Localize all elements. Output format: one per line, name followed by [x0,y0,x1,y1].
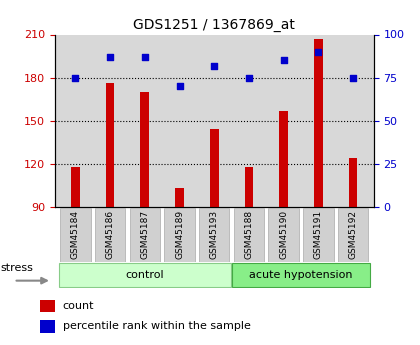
FancyBboxPatch shape [303,208,333,262]
Text: GSM45191: GSM45191 [314,210,323,259]
Text: stress: stress [0,263,33,273]
FancyBboxPatch shape [232,264,370,287]
Text: count: count [63,301,94,311]
Bar [210,129,218,207]
Text: GSM45187: GSM45187 [140,210,149,259]
Bar [349,158,357,207]
Point [315,49,322,55]
Point [349,75,356,80]
FancyBboxPatch shape [234,208,264,262]
Bar [314,39,323,207]
Bar [244,167,253,207]
Point [246,75,252,80]
FancyBboxPatch shape [60,208,91,262]
Point [142,54,148,60]
Text: GSM45186: GSM45186 [105,210,115,259]
FancyBboxPatch shape [338,208,368,262]
Text: percentile rank within the sample: percentile rank within the sample [63,322,250,332]
Point [280,58,287,63]
Bar [175,188,184,207]
Bar [71,167,80,207]
Point [72,75,79,80]
Text: GSM45184: GSM45184 [71,210,80,259]
Bar [140,92,149,207]
FancyBboxPatch shape [199,208,229,262]
FancyBboxPatch shape [95,208,126,262]
FancyBboxPatch shape [129,208,160,262]
Text: GSM45188: GSM45188 [244,210,253,259]
Text: acute hypotension: acute hypotension [249,270,353,280]
Point [107,54,113,60]
Text: GSM45190: GSM45190 [279,210,288,259]
Text: GSM45189: GSM45189 [175,210,184,259]
Text: control: control [126,270,164,280]
Bar [40,299,55,312]
FancyBboxPatch shape [164,208,195,262]
FancyBboxPatch shape [59,264,231,287]
Bar [40,320,55,333]
Point [176,83,183,89]
Text: GSM45192: GSM45192 [349,210,357,259]
Title: GDS1251 / 1367869_at: GDS1251 / 1367869_at [133,18,295,32]
Bar [106,83,114,207]
Bar [279,111,288,207]
Point [211,63,218,68]
FancyBboxPatch shape [268,208,299,262]
Text: GSM45193: GSM45193 [210,210,219,259]
